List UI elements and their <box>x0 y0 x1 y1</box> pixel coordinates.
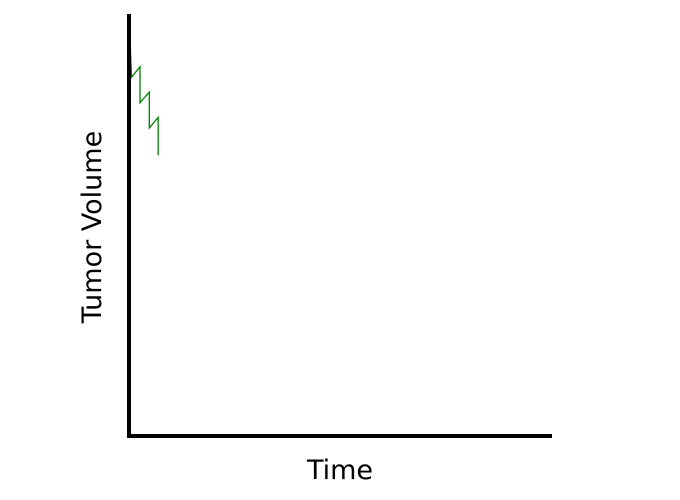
series-layer <box>128 13 159 156</box>
x-axis-label: Time <box>306 455 373 486</box>
y-axis-label: Tumor Volume <box>77 131 108 324</box>
series-line-tumor-volume <box>128 13 159 156</box>
